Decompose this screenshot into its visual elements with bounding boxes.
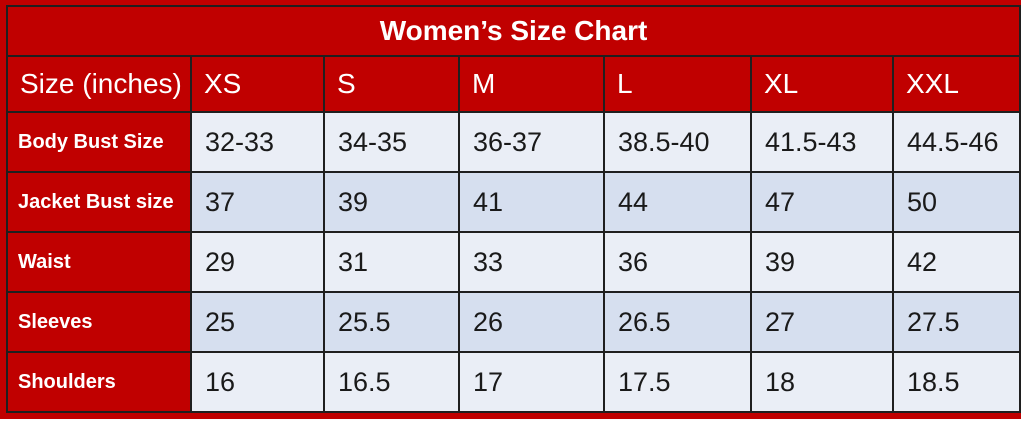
size-cell: 27	[750, 291, 894, 353]
size-cell: 38.5-40	[603, 111, 752, 173]
size-cell: 26.5	[603, 291, 752, 353]
size-cell: 37	[190, 171, 325, 233]
size-cell: 31	[323, 231, 460, 293]
header-size-inches: Size (inches)	[6, 55, 192, 113]
table-row: Jacket Bust size 37 39 41 44 47 50	[6, 171, 1022, 233]
size-cell: 39	[750, 231, 894, 293]
header-s: S	[323, 55, 460, 113]
size-cell: 16.5	[323, 351, 460, 413]
row-label-body-bust: Body Bust Size	[6, 111, 192, 173]
size-cell: 44	[603, 171, 752, 233]
row-label-sleeves: Sleeves	[6, 291, 192, 353]
row-label-waist: Waist	[6, 231, 192, 293]
size-cell: 47	[750, 171, 894, 233]
row-label-jacket-bust: Jacket Bust size	[6, 171, 192, 233]
table-title-row: Women’s Size Chart	[5, 5, 1022, 57]
size-cell: 17	[458, 351, 605, 413]
size-cell: 32-33	[190, 111, 325, 173]
size-cell: 18.5	[891, 351, 1022, 413]
womens-size-chart-table: Women’s Size Chart Size (inches) XS S M …	[5, 5, 1022, 413]
table-row: Body Bust Size 32-33 34-35 36-37 38.5-40…	[6, 111, 1022, 173]
size-cell: 17.5	[603, 351, 752, 413]
size-cell: 41	[458, 171, 605, 233]
header-l: L	[603, 55, 752, 113]
table-row: Sleeves 25 25.5 26 26.5 27 27.5	[6, 291, 1022, 353]
size-cell: 33	[458, 231, 605, 293]
size-cell: 27.5	[891, 291, 1022, 353]
size-cell: 25.5	[323, 291, 460, 353]
size-cell: 16	[190, 351, 325, 413]
size-cell: 41.5-43	[750, 111, 894, 173]
header-xl: XL	[750, 55, 894, 113]
size-cell: 44.5-46	[891, 111, 1022, 173]
header-xs: XS	[190, 55, 325, 113]
table-row: Waist 29 31 33 36 39 42	[6, 231, 1022, 293]
table-header-row: Size (inches) XS S M L XL XXL	[6, 55, 1022, 113]
row-label-shoulders: Shoulders	[6, 351, 192, 413]
header-m: M	[458, 55, 605, 113]
header-xxl: XXL	[891, 55, 1022, 113]
size-cell: 36	[603, 231, 752, 293]
size-cell: 34-35	[323, 111, 460, 173]
size-cell: 42	[891, 231, 1022, 293]
size-cell: 26	[458, 291, 605, 353]
table-row: Shoulders 16 16.5 17 17.5 18 18.5	[6, 351, 1022, 413]
size-cell: 50	[891, 171, 1022, 233]
size-cell: 29	[190, 231, 325, 293]
size-cell: 36-37	[458, 111, 605, 173]
size-cell: 25	[190, 291, 325, 353]
size-cell: 39	[323, 171, 460, 233]
page-title: Women’s Size Chart	[5, 5, 1022, 57]
size-cell: 18	[750, 351, 894, 413]
